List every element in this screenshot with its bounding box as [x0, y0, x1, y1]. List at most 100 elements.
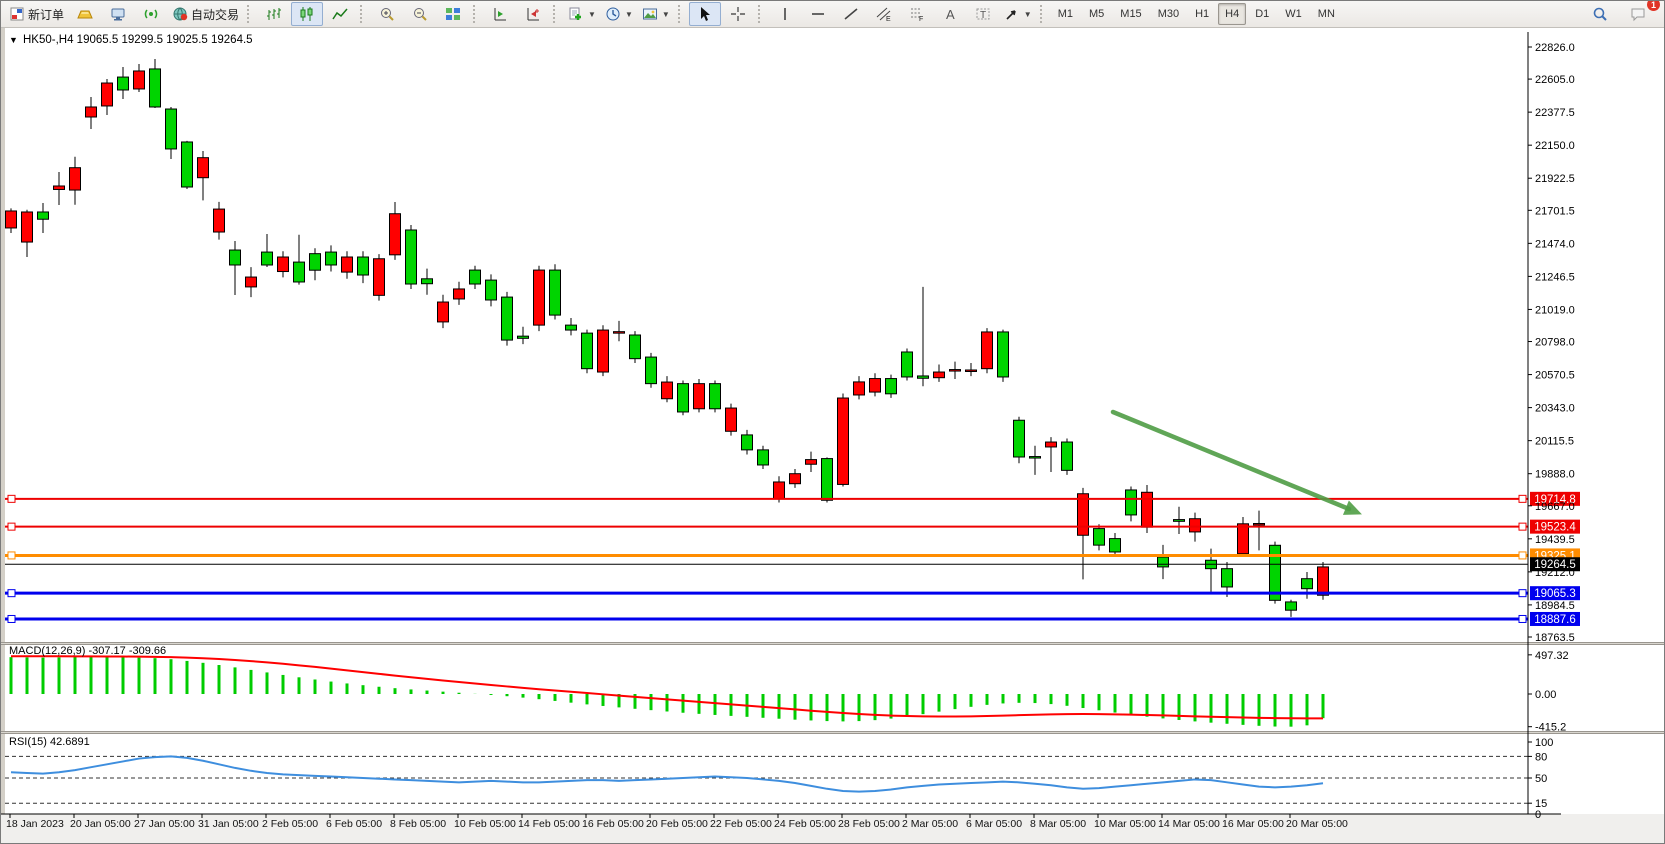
- current-price-line[interactable]: 19264.5: [5, 557, 1580, 572]
- bar-chart-button[interactable]: [258, 2, 290, 26]
- trendline-button[interactable]: [835, 2, 867, 26]
- text-label-button[interactable]: T: [967, 2, 999, 26]
- signal-button[interactable]: [135, 2, 167, 26]
- add-indicator-icon: [568, 6, 584, 22]
- time-axis-label: 20 Mar 05:00: [1286, 818, 1348, 830]
- panel-separator[interactable]: [1, 731, 1665, 734]
- period-clock-button[interactable]: ▼: [601, 2, 637, 26]
- arrows-shapes-button[interactable]: ▼: [1000, 2, 1036, 26]
- horizontal-price-line[interactable]: 19523.4: [5, 519, 1580, 534]
- panel-separator[interactable]: [1, 642, 1665, 645]
- text-icon: A: [942, 6, 958, 22]
- line-handle: [1518, 589, 1527, 598]
- zoom-out-button[interactable]: [404, 2, 436, 26]
- time-axis[interactable]: 18 Jan 2023 20 Jan 05:00 27 Jan 05:00 31 Ja…: [1, 813, 1561, 830]
- cursor-button[interactable]: [688, 2, 721, 26]
- signal-icon: [143, 6, 159, 22]
- horizontal-price-line[interactable]: 19065.3: [5, 586, 1580, 601]
- timeframe-group: M1 M5 M15 M30 H1 H4 D1 W1 MN: [1051, 3, 1342, 25]
- candle: [645, 352, 657, 388]
- horizontal-line-button[interactable]: [802, 2, 834, 26]
- time-axis-label: 22 Feb 05:00: [710, 818, 772, 830]
- candle: [597, 325, 609, 377]
- line-chart-button[interactable]: [324, 2, 356, 26]
- price-line-badge: [1530, 491, 1580, 506]
- time-axis-label: 31 Jan 05:00: [198, 818, 259, 830]
- candle: [613, 320, 625, 342]
- candle: [917, 286, 929, 387]
- line-handle: [7, 589, 16, 598]
- indicator-window-icon: [492, 6, 508, 22]
- price-axis-label: 22826.0: [1535, 42, 1575, 54]
- bar-chart-icon: [266, 6, 282, 22]
- timeframe-button-mn[interactable]: MN: [1317, 8, 1335, 20]
- zoom-in-button[interactable]: [371, 2, 403, 26]
- trend-arrow-annotation[interactable]: [1110, 409, 1362, 515]
- timeframe-button-w1[interactable]: W1: [1285, 8, 1302, 20]
- template-image-button[interactable]: ▼: [638, 2, 674, 26]
- price-line-badge-label: 19714.8: [1534, 494, 1576, 506]
- new-order-label: 新订单: [28, 7, 65, 22]
- timeframe-button-m15[interactable]: M15: [1120, 8, 1142, 20]
- auto-trading-label: 自动交易: [191, 7, 240, 22]
- candle: [293, 234, 305, 285]
- price-axis[interactable]: 22826.0 22605.0 22377.5 22150.0 21922.5 21701…: [1527, 32, 1575, 814]
- chevron-down-icon: ▼: [624, 9, 633, 19]
- time-axis-label: 16 Mar 05:00: [1222, 818, 1284, 830]
- timeframe-button-m30[interactable]: M30: [1157, 8, 1180, 20]
- tile-windows-button[interactable]: [437, 2, 469, 26]
- time-axis-label: 20 Feb 05:00: [646, 818, 708, 830]
- price-axis-label: 19212.0: [1535, 567, 1575, 579]
- new-order-button[interactable]: 新订单: [5, 2, 68, 26]
- candlestick-chart-button[interactable]: [291, 2, 324, 26]
- price-axis-label: 19667.0: [1535, 501, 1575, 513]
- horizontal-price-line[interactable]: 19714.8: [5, 491, 1580, 506]
- notifications-button[interactable]: 1: [1622, 1, 1660, 26]
- line-handle: [1518, 551, 1527, 560]
- timeframe-button-h1[interactable]: H1: [1195, 8, 1210, 20]
- rsi-axis-label: 0: [1535, 809, 1541, 821]
- timeframe-button-h4[interactable]: H4: [1218, 3, 1247, 25]
- expert-advisor-button[interactable]: [102, 2, 134, 26]
- horizontal-price-line[interactable]: 18887.6: [5, 611, 1580, 626]
- trendline-icon: [843, 6, 859, 22]
- crosshair-button[interactable]: [722, 2, 754, 26]
- candle: [805, 451, 817, 472]
- candle: [885, 374, 897, 398]
- indicator-list-button[interactable]: [517, 2, 549, 26]
- candle: [725, 403, 737, 436]
- candle: [405, 225, 417, 289]
- candle: [709, 380, 721, 413]
- candle: [389, 201, 401, 260]
- main-toolbar: 新订单 自动交易 ▼ ▼ ▼ E F A T: [1, 1, 1664, 28]
- add-indicator-button[interactable]: ▼: [564, 2, 600, 26]
- gold-ingot-button[interactable]: [69, 2, 101, 26]
- candle: [1285, 599, 1297, 617]
- price-line-badge: [1530, 519, 1580, 534]
- indicator-window-button[interactable]: [484, 2, 516, 26]
- auto-trading-button[interactable]: 自动交易: [168, 2, 243, 26]
- price-line-badge-label: 18887.6: [1534, 614, 1576, 626]
- equidistant-channel-button[interactable]: E: [868, 2, 900, 26]
- line-handle: [7, 494, 16, 503]
- time-axis-label: 6 Mar 05:00: [966, 818, 1022, 830]
- rsi-panel: RSI(15) 42.6891 100 80 50 150: [5, 736, 1553, 821]
- timeframe-button-m1[interactable]: M1: [1057, 8, 1073, 20]
- vertical-line-button[interactable]: [769, 2, 801, 26]
- timeframe-button-d1[interactable]: D1: [1255, 8, 1270, 20]
- candle: [693, 378, 705, 413]
- chart-canvas[interactable]: 19714.819523.419325.119264.519065.318887…: [1, 28, 1665, 844]
- time-axis-label: 20 Jan 05:00: [70, 818, 131, 830]
- candle: [1157, 544, 1169, 580]
- equidistant-channel-icon: E: [876, 6, 892, 22]
- toolbar-grip: [247, 5, 254, 23]
- line-chart-icon: [332, 6, 348, 22]
- candle: [677, 380, 689, 416]
- text-button[interactable]: A: [934, 2, 966, 26]
- search-button[interactable]: [1584, 2, 1616, 26]
- time-axis-label: 16 Feb 05:00: [582, 818, 644, 830]
- fibonacci-button[interactable]: F: [901, 2, 933, 26]
- timeframe-button-m5[interactable]: M5: [1089, 8, 1105, 20]
- price-axis-label: 22605.0: [1535, 74, 1575, 86]
